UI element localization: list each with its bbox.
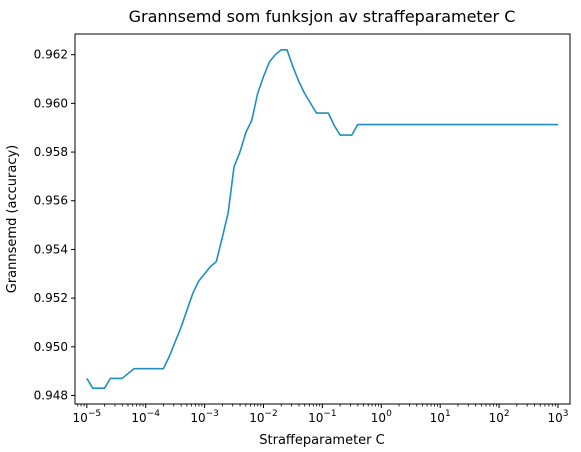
x-tick-exponent: 2 <box>504 409 510 419</box>
y-tick-label: 0.950 <box>34 340 68 354</box>
x-tick-base: 10 <box>249 411 264 425</box>
x-axis-label: Straffeparameter C <box>259 433 384 448</box>
x-tick-exponent: −4 <box>147 409 161 419</box>
plot-area: 0.948 0.950 0.952 0.954 0.956 0.958 0.960 0.962… <box>34 33 571 425</box>
x-tick-base: 10 <box>131 411 146 425</box>
series-layer <box>86 49 558 389</box>
y-tick-label: 0.948 <box>34 388 68 402</box>
x-tick-label: 101 <box>430 409 451 425</box>
x-tick-label: 100 <box>371 409 392 425</box>
x-tick-exponent: 0 <box>386 409 392 419</box>
x-tick-exponent: −1 <box>323 409 336 419</box>
x-tick-base: 10 <box>190 411 205 425</box>
x-tick-label: 10−3 <box>190 409 219 425</box>
x-tick-label: 10−4 <box>131 409 160 425</box>
y-tick-label: 0.958 <box>34 145 68 159</box>
x-tick-label: 103 <box>547 409 568 425</box>
y-tick-label: 0.962 <box>34 48 68 62</box>
x-tick-base: 10 <box>430 411 445 425</box>
x-tick-base: 10 <box>547 411 562 425</box>
x-tick-exponent: −2 <box>265 409 278 419</box>
x-axis: 10−5 10−4 10−3 10−2 10−1 100 101 102 103 <box>73 404 568 425</box>
x-tick-label: 10−5 <box>73 409 102 425</box>
y-axis-label: Grannsemd (accuracy) <box>5 145 20 293</box>
x-tick-base: 10 <box>308 411 323 425</box>
x-tick-base: 10 <box>489 411 504 425</box>
x-tick-exponent: 3 <box>563 409 569 419</box>
x-tick-label: 10−1 <box>308 409 337 425</box>
x-tick-exponent: 1 <box>445 409 451 419</box>
x-tick-base: 10 <box>73 411 88 425</box>
x-tick-base: 10 <box>371 411 386 425</box>
series-line <box>86 49 558 389</box>
x-tick-label: 10−2 <box>249 409 278 425</box>
y-tick-label: 0.956 <box>34 194 68 208</box>
x-tick-exponent: −3 <box>206 409 219 419</box>
x-tick-exponent: −5 <box>88 409 101 419</box>
chart-title: Grannsemd som funksjon av straffeparamet… <box>129 7 516 26</box>
y-tick-label: 0.960 <box>34 96 68 110</box>
y-axis: 0.948 0.950 0.952 0.954 0.956 0.958 0.960 0.962 <box>34 48 75 402</box>
x-tick-label: 102 <box>489 409 510 425</box>
y-tick-label: 0.952 <box>34 291 68 305</box>
y-tick-label: 0.954 <box>34 242 68 256</box>
